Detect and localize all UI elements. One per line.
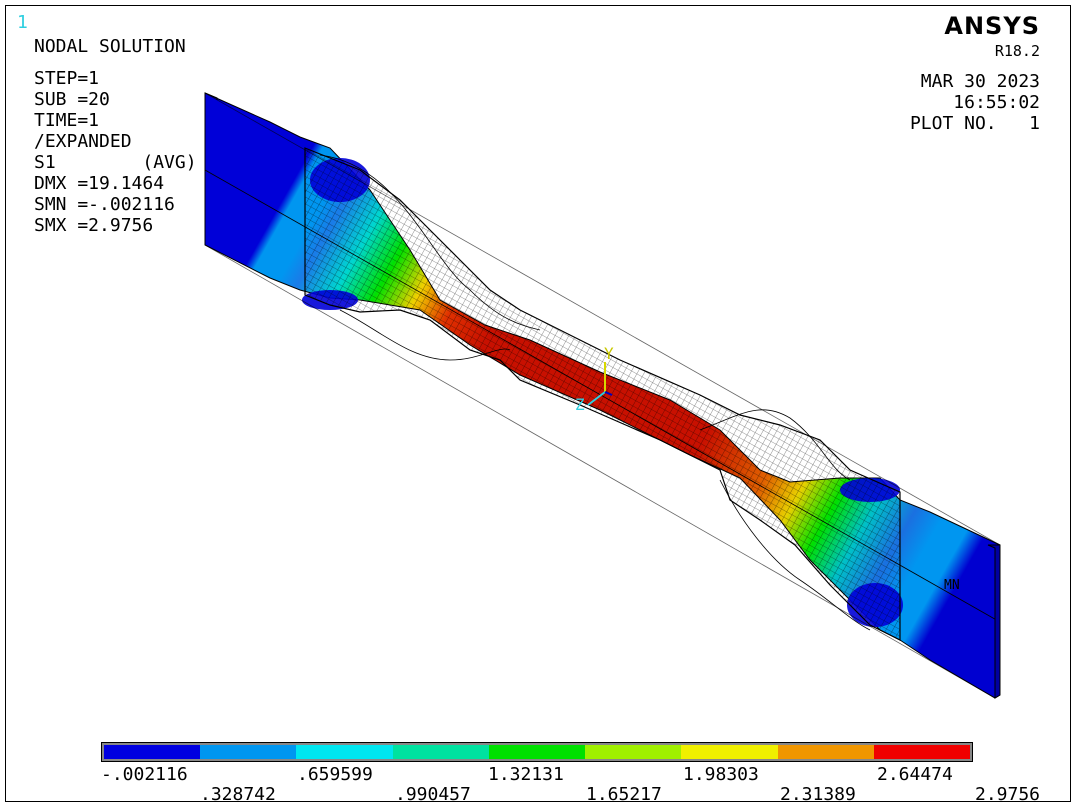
expanded-label: /EXPANDED [34, 131, 132, 152]
legend-value: 1.65217 [586, 784, 662, 805]
sub-label: SUB =20 [34, 89, 110, 110]
legend-swatch [777, 745, 874, 759]
legend-value: .659599 [297, 764, 373, 785]
plot-date: MAR 30 2023 [920, 71, 1040, 92]
time-label: TIME=1 [34, 110, 100, 131]
legend-swatch [104, 745, 201, 759]
legend-swatch [873, 745, 970, 759]
window-number: 1 [17, 12, 28, 33]
legend-value: .990457 [395, 784, 471, 805]
legend-value: -.002116 [101, 764, 188, 785]
legend-swatch [296, 745, 393, 759]
solution-info: NODAL SOLUTION STEP=1 SUB =20 TIME=1 /EX… [34, 36, 197, 236]
legend-value: 2.64474 [877, 764, 953, 785]
dmx-label: DMX =19.1464 [34, 173, 165, 194]
legend-swatch [392, 745, 489, 759]
legend-swatch [585, 745, 682, 759]
plot-title: NODAL SOLUTION [34, 36, 186, 57]
plot-number: PLOT NO. 1 [909, 113, 1040, 134]
triad-z-label: Z [575, 395, 585, 414]
legend-value: 2.31389 [780, 784, 856, 805]
smn-label: SMN =-.002116 [34, 194, 175, 215]
triad-y-label: Y [604, 344, 614, 363]
coordinate-triad: Y Z [575, 344, 614, 414]
plot-time: 16:55:02 [953, 92, 1040, 113]
smx-label: SMX =2.9756 [34, 215, 154, 236]
min-marker-label: MN [944, 578, 960, 593]
plot-info: MAR 30 2023 16:55:02 PLOT NO. 1 [910, 71, 1040, 134]
step-label: STEP=1 [34, 68, 100, 89]
result-label: S1 (AVG) [34, 152, 197, 173]
legend-swatch [200, 745, 297, 759]
ansys-logo: ANSYS [944, 12, 1040, 40]
legend-value: .328742 [200, 784, 276, 805]
contour-legend-bar [101, 742, 973, 762]
legend-value: 1.98303 [683, 764, 759, 785]
legend-swatch [681, 745, 778, 759]
legend-swatch [488, 745, 586, 759]
legend-value: 1.32131 [488, 764, 564, 785]
legend-value: 2.9756 [975, 784, 1041, 805]
graphics-window: 1 ANSYS R18.2 NODAL SOLUTION STEP=1 SUB … [5, 5, 1071, 802]
version-label: R18.2 [994, 42, 1040, 60]
